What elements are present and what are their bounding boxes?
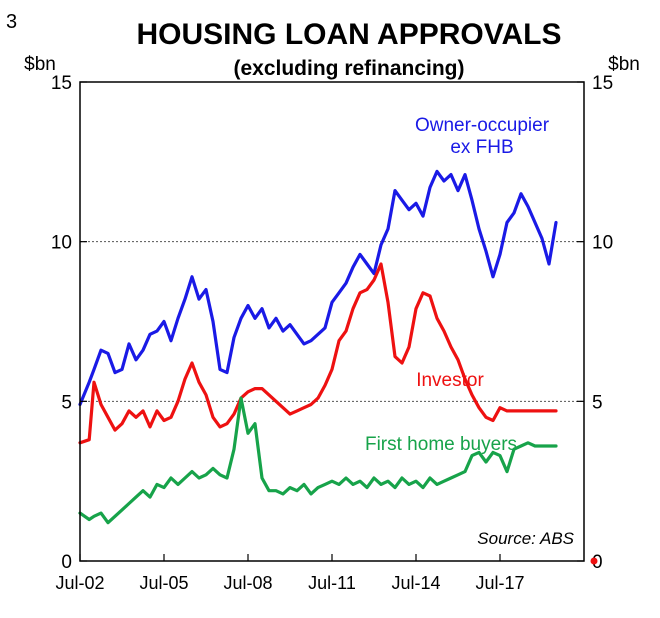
y-tick-label-right-10: 10: [592, 233, 613, 254]
x-tick-label-Jul-14: Jul-14: [391, 573, 440, 593]
source-note: Source: ABS: [477, 529, 574, 548]
y-tick-label-right-0: 0: [592, 552, 603, 573]
gridlines: [80, 241, 584, 402]
y-axis-unit-left: $bn: [24, 54, 56, 75]
series-label-owner-occupier-ex-fhb: Owner-occupier ex FHB: [415, 115, 550, 158]
y-tick-label-left-15: 15: [51, 73, 72, 94]
figure-number: 3: [6, 11, 17, 33]
y-tick-label-right-15: 15: [592, 73, 613, 94]
series-label-investor: Investor: [416, 370, 484, 391]
y-tick-label-right-5: 5: [592, 392, 603, 413]
chart-title: HOUSING LOAN APPROVALS: [136, 18, 561, 51]
x-tick-label-Jul-08: Jul-08: [223, 573, 272, 593]
chart-subtitle: (excluding refinancing): [233, 57, 464, 80]
y-tick-label-left-10: 10: [51, 233, 72, 254]
series-label-first-home-buyers: First home buyers: [365, 434, 517, 455]
corner-dot-marker: [590, 557, 598, 565]
x-tick-label-Jul-02: Jul-02: [55, 573, 104, 593]
x-tick-label-Jul-17: Jul-17: [475, 573, 524, 593]
series-line-investor: [78, 262, 558, 445]
x-tick-label-Jul-11: Jul-11: [308, 573, 356, 593]
y-axis-unit-right: $bn: [608, 54, 640, 75]
series-line-owner-occupier-ex-fhb: [78, 169, 558, 407]
series-labels: Owner-occupier ex FHB Investor First home b…: [365, 115, 550, 455]
y-tick-label-left-0: 0: [61, 552, 72, 573]
series-line-first-home-buyers: [78, 396, 558, 525]
axes: 0 0 5 5 10 10 15 15 Jul-02 Jul-05 Jul-08 Jul-11 Jul-…: [51, 73, 613, 593]
x-tick-label-Jul-05: Jul-05: [139, 573, 188, 593]
series-lines: [78, 169, 558, 525]
y-tick-label-left-5: 5: [61, 392, 72, 413]
